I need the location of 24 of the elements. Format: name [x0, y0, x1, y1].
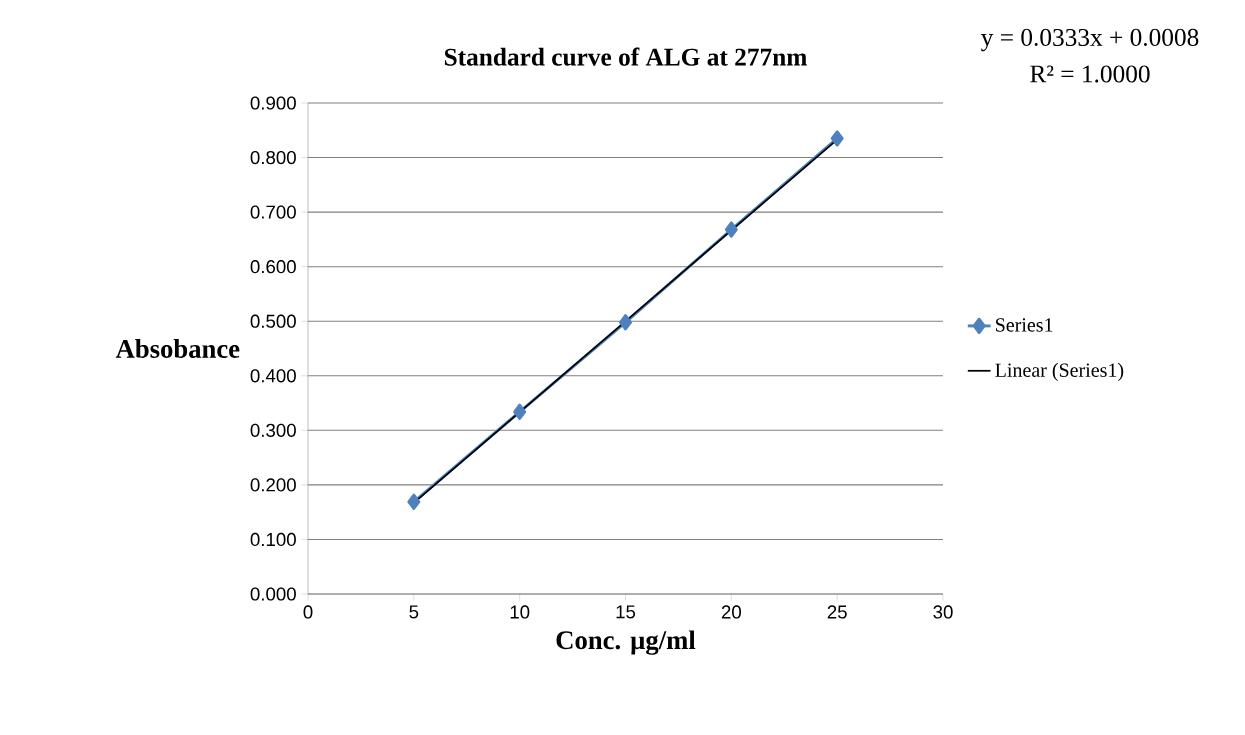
y-tick-label: 0.700: [250, 205, 296, 219]
legend-label: Series1: [996, 318, 1053, 332]
y-tick-label: 0.300: [250, 423, 296, 437]
y-tick-label: 0.900: [250, 96, 296, 110]
y-tick-label: 0.100: [250, 532, 296, 547]
x-tick-label: 0: [303, 605, 313, 619]
y-tick-label: 0.400: [250, 369, 296, 383]
chart-title: Standard curve of ALG at 277nm: [444, 47, 807, 66]
x-axis-title: Conc. µg/ml: [556, 630, 696, 655]
x-tick-label: 15: [616, 605, 636, 619]
x-tick-label: 5: [409, 605, 419, 619]
y-tick-label: 0.000: [250, 587, 296, 601]
y-tick-label: 0.500: [250, 314, 296, 328]
x-tick-label: 20: [721, 605, 741, 619]
y-tick-label: 0.200: [250, 478, 296, 492]
text: R² = 1.0000: [1030, 65, 1150, 83]
text: y = 0.0333x + 0.0008: [981, 28, 1199, 52]
y-tick-label: 0.800: [250, 150, 296, 165]
y-tick-label: 0.600: [250, 260, 296, 274]
legend-label: Linear (Series1): [995, 362, 1124, 381]
x-tick-label: 25: [827, 605, 847, 619]
x-tick-label: 10: [510, 605, 530, 619]
x-tick-label: 30: [933, 605, 953, 619]
y-axis-title: Absobance: [115, 339, 240, 358]
